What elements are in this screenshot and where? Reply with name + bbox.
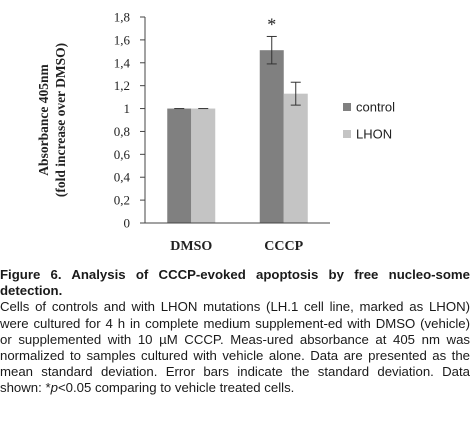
figure-caption: Figure 6. Analysis of CCCP-evoked apopto… (0, 267, 470, 397)
bar-LHON-DMSO (191, 108, 216, 223)
bar-control-DMSO (167, 108, 192, 223)
legend-swatch-LHON (343, 130, 351, 138)
y-tick-label: 1,4 (114, 55, 131, 70)
y-tick-label: 0,6 (114, 147, 131, 162)
significance-marker: * (267, 14, 276, 34)
x-category-label: CCCP (264, 239, 303, 254)
caption-p-symbol: p (50, 380, 58, 396)
bar-LHON-CCCP (283, 93, 308, 223)
y-tick-label: 0,8 (114, 124, 130, 139)
caption-body-end: <0.05 comparing to vehicle treated cells… (57, 380, 295, 396)
legend: control LHON (343, 100, 395, 142)
y-tick-label: 1 (124, 101, 131, 116)
legend-label-control: control (356, 100, 395, 115)
bars (167, 50, 308, 223)
caption-body: Cells of controls and with LHON mutation… (0, 299, 470, 396)
y-axis-label-line1: Absorbance 405nm (36, 64, 51, 176)
y-tick-label: 1,2 (114, 78, 130, 93)
y-axis-ticks: 0 0,2 0,4 0,6 0,8 1 1,2 1,4 1,6 1,8 (114, 10, 145, 231)
legend-label-LHON: LHON (356, 127, 392, 142)
bar-chart: Absorbance 405nm (fold increase over DMS… (36, 10, 395, 255)
x-axis-categories: DMSO CCCP (170, 239, 303, 254)
y-tick-label: 0,4 (114, 170, 131, 185)
y-axis-label-line2: (fold increase over DMSO) (53, 43, 68, 197)
x-category-label: DMSO (170, 239, 212, 254)
caption-title: Figure 6. Analysis of CCCP-evoked apopto… (0, 267, 470, 299)
y-tick-label: 0 (124, 216, 131, 231)
y-tick-label: 0,2 (114, 193, 130, 208)
y-tick-label: 1,8 (114, 10, 130, 25)
y-axis-label: Absorbance 405nm (fold increase over DMS… (36, 43, 68, 197)
legend-swatch-control (343, 103, 351, 111)
bar-control-CCCP (259, 50, 284, 223)
error-bars (174, 35, 301, 110)
y-tick-label: 1,6 (114, 32, 131, 47)
